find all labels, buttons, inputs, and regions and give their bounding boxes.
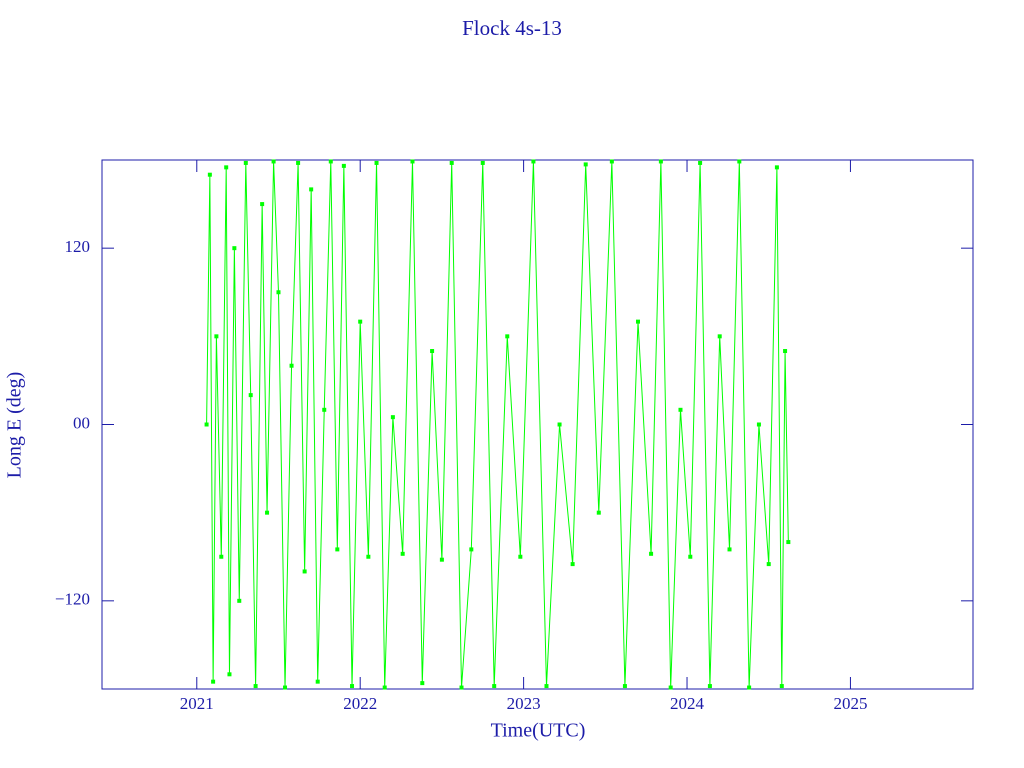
data-point <box>717 334 722 339</box>
data-point <box>747 685 752 690</box>
data-point <box>374 160 379 165</box>
data-point <box>341 163 346 168</box>
x-tick-label: 2021 <box>180 694 214 713</box>
data-point <box>207 172 212 177</box>
data-point <box>668 685 673 690</box>
x-tick-label: 2024 <box>670 694 705 713</box>
data-point <box>260 202 265 207</box>
data-point <box>219 554 224 559</box>
data-point <box>622 684 627 689</box>
data-point <box>289 363 294 368</box>
data-point <box>469 547 474 552</box>
y-tick-label: −120 <box>55 590 90 609</box>
data-point <box>649 551 654 556</box>
data-point <box>688 554 693 559</box>
x-tick-label: 2022 <box>343 694 377 713</box>
data-point <box>227 672 232 677</box>
data-point <box>544 684 549 689</box>
y-axis-label: Long E (deg) <box>4 372 26 479</box>
data-point <box>400 551 405 556</box>
data-point <box>302 569 307 574</box>
data-point <box>276 290 281 295</box>
data-point <box>658 159 663 164</box>
data-point <box>214 334 219 339</box>
data-point <box>309 187 314 192</box>
chart-title: Flock 4s-13 <box>462 16 562 40</box>
data-point <box>204 422 209 427</box>
data-point <box>698 160 703 165</box>
data-point <box>335 547 340 552</box>
data-point <box>492 684 497 689</box>
x-tick-label: 2023 <box>507 694 541 713</box>
data-point <box>678 407 683 412</box>
data-point <box>707 684 712 689</box>
data-point <box>459 685 464 690</box>
data-point <box>531 159 536 164</box>
data-point <box>518 554 523 559</box>
data-point <box>439 557 444 562</box>
x-axis-label: Time(UTC) <box>491 720 586 742</box>
data-point <box>237 598 242 603</box>
data-point <box>296 160 301 165</box>
data-point <box>774 165 779 170</box>
data-point <box>350 684 355 689</box>
data-point <box>570 562 575 567</box>
data-point <box>420 681 425 686</box>
data-point <box>315 679 320 684</box>
data-point <box>224 165 229 170</box>
data-point <box>410 159 415 164</box>
data-point <box>636 319 640 324</box>
data-point <box>756 422 761 427</box>
data-line <box>206 161 789 688</box>
data-point <box>382 685 387 690</box>
y-tick-label: 120 <box>65 237 91 256</box>
data-point <box>358 319 363 324</box>
data-point <box>480 160 485 165</box>
y-tick-label: 00 <box>73 413 90 432</box>
data-point <box>430 349 435 354</box>
data-point <box>322 407 327 412</box>
data-point <box>557 422 562 427</box>
data-point <box>583 162 588 167</box>
data-point <box>390 415 395 420</box>
data-point <box>449 160 454 165</box>
data-point <box>271 159 276 164</box>
data-point <box>283 685 288 690</box>
data-point <box>505 334 510 339</box>
data-point <box>243 160 248 165</box>
data-point <box>366 554 371 559</box>
data-point <box>737 159 742 164</box>
data-point <box>248 393 253 398</box>
data-point <box>609 159 614 164</box>
data-point <box>727 547 732 552</box>
data-point <box>265 510 270 515</box>
data-point <box>211 679 216 684</box>
data-point <box>253 684 258 689</box>
data-point <box>766 562 771 567</box>
data-point <box>232 246 237 251</box>
data-point <box>779 684 784 689</box>
data-point <box>328 159 333 164</box>
data-point <box>783 349 788 354</box>
data-point <box>596 510 601 515</box>
data-point <box>786 540 791 545</box>
x-tick-label: 2025 <box>833 694 867 713</box>
